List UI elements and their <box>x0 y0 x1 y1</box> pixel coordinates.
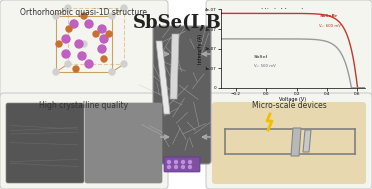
Circle shape <box>100 35 108 43</box>
Circle shape <box>98 45 106 53</box>
Circle shape <box>66 26 72 32</box>
Circle shape <box>62 35 70 43</box>
FancyBboxPatch shape <box>85 103 162 183</box>
FancyBboxPatch shape <box>212 102 366 184</box>
Circle shape <box>182 166 185 169</box>
Circle shape <box>106 31 112 37</box>
Circle shape <box>53 69 59 75</box>
Circle shape <box>75 40 83 48</box>
Text: SbSeI: SbSeI <box>254 56 268 60</box>
FancyBboxPatch shape <box>153 26 211 164</box>
Polygon shape <box>291 128 301 156</box>
FancyBboxPatch shape <box>6 103 84 183</box>
X-axis label: Voltage (V): Voltage (V) <box>279 98 306 102</box>
Circle shape <box>174 160 177 163</box>
Circle shape <box>78 52 86 60</box>
Circle shape <box>56 41 62 47</box>
Circle shape <box>65 5 71 11</box>
Circle shape <box>70 20 78 28</box>
FancyBboxPatch shape <box>164 157 200 172</box>
Circle shape <box>174 166 177 169</box>
Circle shape <box>62 50 70 58</box>
Circle shape <box>189 166 192 169</box>
Text: SbSe(I,Br): SbSe(I,Br) <box>133 14 239 32</box>
Circle shape <box>189 160 192 163</box>
Circle shape <box>98 25 106 33</box>
Circle shape <box>81 13 87 19</box>
Circle shape <box>109 13 115 19</box>
Circle shape <box>53 13 59 19</box>
Text: SbSeBr: SbSeBr <box>319 14 338 18</box>
Text: Vₒ⁣: 560 mV: Vₒ⁣: 560 mV <box>254 64 276 68</box>
Text: Micro-scale devices: Micro-scale devices <box>251 101 326 110</box>
FancyBboxPatch shape <box>0 0 168 98</box>
Circle shape <box>73 66 79 72</box>
Circle shape <box>121 61 127 67</box>
FancyBboxPatch shape <box>206 93 372 189</box>
FancyBboxPatch shape <box>206 0 372 98</box>
Circle shape <box>167 166 170 169</box>
Y-axis label: Intensity (A): Intensity (A) <box>198 34 203 64</box>
Circle shape <box>109 69 115 75</box>
Circle shape <box>167 160 170 163</box>
Circle shape <box>85 60 93 68</box>
FancyBboxPatch shape <box>0 93 168 189</box>
Text: High crystalline quality: High crystalline quality <box>39 101 129 110</box>
Circle shape <box>93 31 99 37</box>
Circle shape <box>182 160 185 163</box>
Polygon shape <box>303 130 311 152</box>
Text: Vₒ⁣: 600 mV: Vₒ⁣: 600 mV <box>319 24 341 28</box>
Polygon shape <box>170 34 179 99</box>
Circle shape <box>85 20 93 28</box>
Text: High Vₒ⁣ values: High Vₒ⁣ values <box>261 8 317 17</box>
Circle shape <box>81 41 87 47</box>
Circle shape <box>101 56 107 62</box>
Circle shape <box>65 61 71 67</box>
Circle shape <box>121 5 127 11</box>
Polygon shape <box>156 41 170 114</box>
Text: Orthorhombic quasi-1D structure: Orthorhombic quasi-1D structure <box>20 8 148 17</box>
